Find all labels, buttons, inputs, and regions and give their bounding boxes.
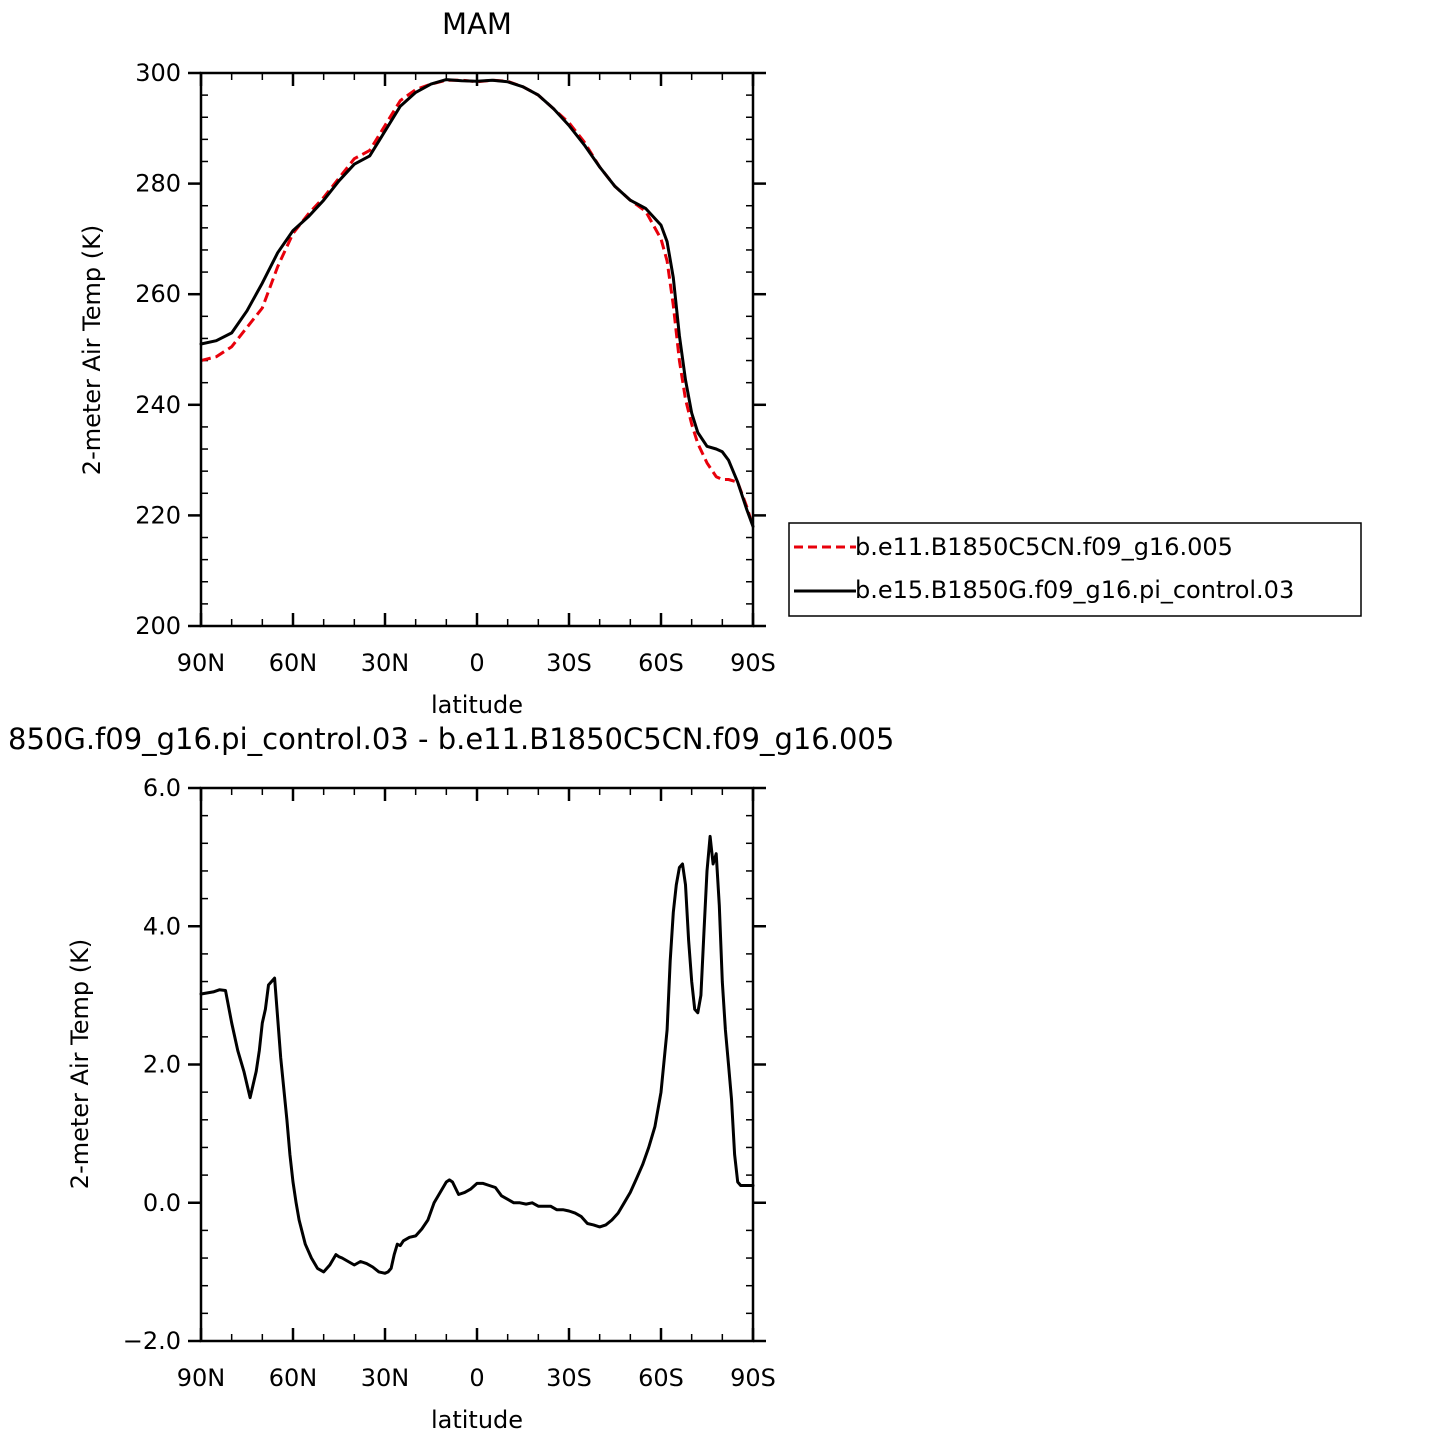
- top-y-tick-label: 260: [135, 280, 181, 308]
- legend-box: [788, 522, 1362, 617]
- bottom-y-tick-label: 2.0: [143, 1051, 181, 1079]
- top-tick-labels: 90N 60N 30N 0 30S 60S 90S 200 220 240 260 280 300: [135, 59, 776, 677]
- top-x-tick-label: 60N: [269, 649, 318, 677]
- top-chart-title: MAM: [442, 7, 512, 41]
- bottom-x-tick-label: 90S: [730, 1364, 776, 1392]
- bottom-x-tick-label: 60N: [269, 1364, 318, 1392]
- top-y-tick-label: 200: [135, 612, 181, 640]
- top-plot-frame: [199, 71, 755, 628]
- bottom-panel: 850G.f09_g16.pi_control.03 - b.e11.B1850…: [8, 722, 894, 1434]
- top-y-axis-label: 2-meter Air Temp (K): [78, 225, 106, 475]
- top-panel: MAM 2-meter Air Temp (K) latitude 90N 60N…: [78, 7, 776, 719]
- bottom-x-tick-label: 30N: [361, 1364, 410, 1392]
- bottom-x-axis-label: latitude: [431, 1406, 523, 1434]
- bottom-x-tick-label: 30S: [546, 1364, 592, 1392]
- legend-label-series-1: b.e11.B1850C5CN.f09_g16.005: [855, 533, 1233, 561]
- top-x-tick-label: 90N: [177, 649, 226, 677]
- top-y-tick-label: 220: [135, 501, 181, 529]
- bottom-plot-frame: [199, 786, 755, 1343]
- bottom-y-tick-label: 0.0: [143, 1189, 181, 1217]
- top-series-lines: [199, 78, 755, 528]
- bottom-chart-title: 850G.f09_g16.pi_control.03 - b.e11.B1850…: [8, 722, 894, 756]
- bottom-tick-labels: 90N 60N 30N 0 30S 60S 90S −2.0 0.0 2.0 4.0 6.0: [123, 774, 776, 1392]
- top-x-tick-label: 30N: [361, 649, 410, 677]
- bottom-y-tick-label: 6.0: [143, 774, 181, 802]
- bottom-y-tick-label: −2.0: [123, 1327, 181, 1355]
- bottom-x-tick-label: 60S: [638, 1364, 684, 1392]
- top-x-tick-label: 30S: [546, 649, 592, 677]
- bottom-series-lines: [199, 834, 755, 1275]
- top-y-tick-label: 280: [135, 170, 181, 198]
- top-x-tick-label: 90S: [730, 649, 776, 677]
- bottom-x-tick-label: 0: [469, 1364, 484, 1392]
- top-x-axis-label: latitude: [431, 691, 523, 719]
- top-series-line-2: [199, 78, 755, 528]
- top-x-tick-label: 60S: [638, 649, 684, 677]
- top-x-tick-label: 0: [469, 649, 484, 677]
- top-series-line-1: [200, 78, 755, 527]
- top-y-tick-label: 300: [135, 59, 181, 87]
- bottom-y-tick-label: 4.0: [143, 912, 181, 940]
- bottom-y-axis-label: 2-meter Air Temp (K): [66, 939, 94, 1189]
- bottom-series-line-1: [199, 834, 755, 1275]
- legend-label-series-2: b.e15.B1850G.f09_g16.pi_control.03: [855, 576, 1294, 604]
- top-y-tick-label: 240: [135, 391, 181, 419]
- legend: b.e11.B1850C5CN.f09_g16.005 b.e15.B1850G…: [788, 522, 1362, 617]
- bottom-x-tick-label: 90N: [177, 1364, 226, 1392]
